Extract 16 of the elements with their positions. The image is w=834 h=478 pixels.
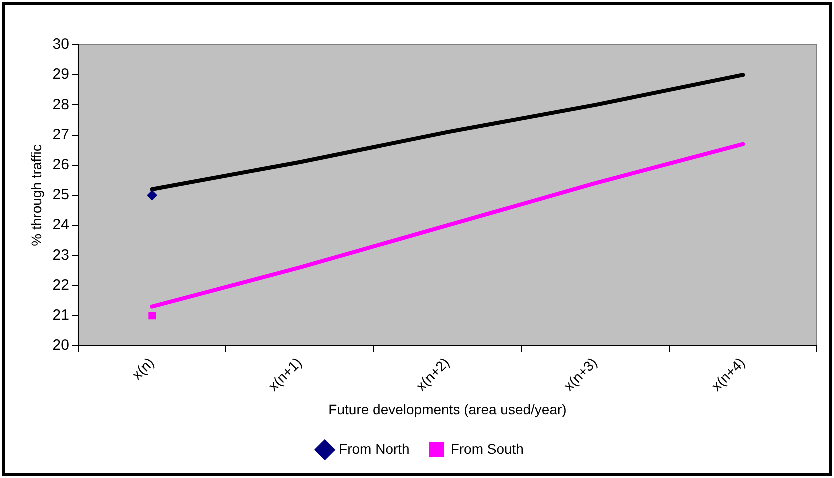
- y-tick-label: 20: [52, 337, 70, 354]
- y-tick-label: 23: [52, 246, 70, 264]
- x-tick-label: x(n): [128, 354, 158, 383]
- y-tick-label: 29: [52, 66, 70, 84]
- y-tick-label: 28: [52, 96, 70, 114]
- y-tick-label: 27: [52, 126, 70, 144]
- y-tick-label: 22: [52, 276, 70, 294]
- y-tick-label: 26: [52, 156, 70, 174]
- y-tick-label: 30: [52, 36, 70, 54]
- y-tick-label: 21: [52, 307, 70, 324]
- y-axis-title: % through traffic: [28, 144, 44, 246]
- x-axis-title: Future developments (area used/year): [328, 401, 567, 418]
- y-tick-label: 24: [52, 216, 70, 234]
- legend-label: From South: [450, 440, 524, 457]
- y-tick-label: 25: [52, 186, 70, 204]
- legend-label: From North: [339, 440, 410, 457]
